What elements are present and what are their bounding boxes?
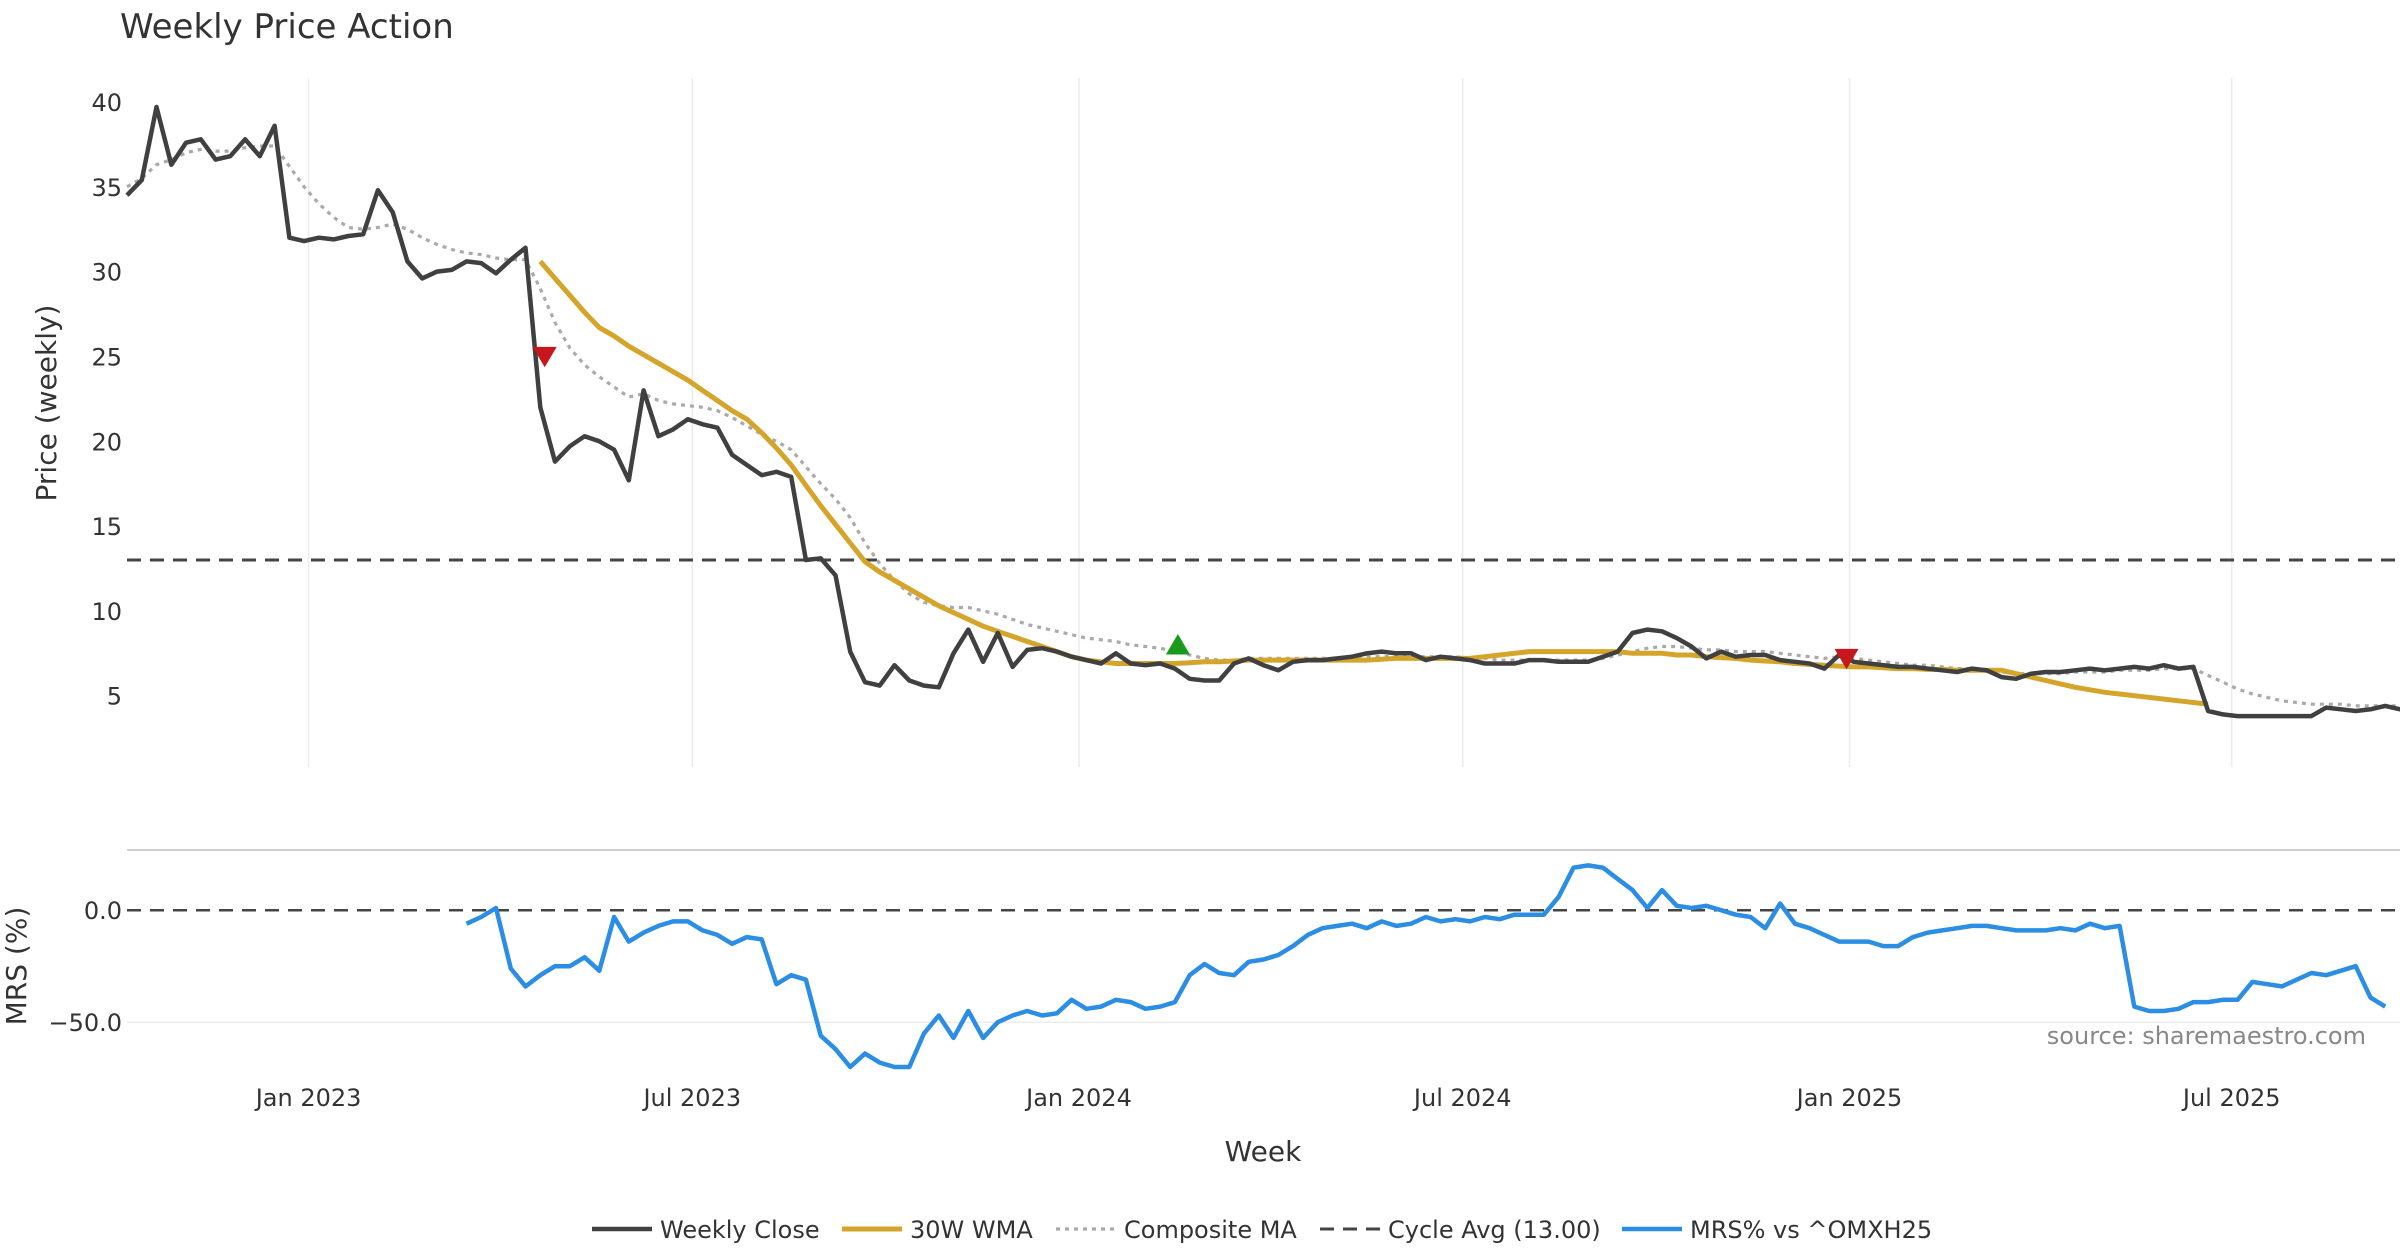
- legend-label-cycle-avg: Cycle Avg (13.00): [1388, 1216, 1601, 1244]
- price-panel: 5 10 15 20 25 30 35 40 Price (weekly): [30, 89, 2400, 719]
- composite-ma-line: [126, 144, 2400, 708]
- signal-markers: [532, 346, 1859, 670]
- mrs-tick-label: −50.0: [48, 1009, 122, 1037]
- legend-label-weekly-close: Weekly Close: [660, 1216, 820, 1244]
- sell-signal-marker: [1834, 648, 1859, 670]
- mrs-line: [465, 863, 2387, 1070]
- price-tick-label: 10: [91, 598, 122, 626]
- price-tick-label: 30: [91, 259, 122, 287]
- x-axis-title: Week: [1225, 1135, 1302, 1168]
- legend-item-weekly-close: Weekly Close: [592, 1216, 820, 1244]
- price-tick-label: 20: [91, 428, 122, 456]
- weekly-close-line: [125, 104, 2400, 719]
- legend-item-composite: Composite MA: [1056, 1216, 1297, 1244]
- buy-signal-marker: [1165, 634, 1190, 655]
- price-axis-title: Price (weekly): [30, 305, 63, 502]
- legend-item-cycle-avg: Cycle Avg (13.00): [1320, 1216, 1601, 1244]
- legend: Weekly Close 30W WMA Composite MA Cycle …: [592, 1216, 1932, 1244]
- x-tick-label: Jan 2024: [1024, 1084, 1132, 1112]
- legend-item-wma: 30W WMA: [842, 1216, 1033, 1244]
- price-tick-label: 15: [91, 513, 122, 541]
- mrs-axis: 0.0 −50.0: [48, 897, 122, 1037]
- mrs-panel: 0.0 −50.0 MRS (%) source: sharemaestro.co…: [0, 863, 2400, 1070]
- source-label: source: sharemaestro.com: [2047, 1022, 2366, 1050]
- price-tick-label: 40: [91, 89, 122, 117]
- price-tick-label: 35: [91, 174, 122, 202]
- chart-title: Weekly Price Action: [120, 7, 454, 47]
- legend-item-mrs: MRS% vs ^OMXH25: [1622, 1216, 1932, 1244]
- x-tick-label: Jan 2025: [1795, 1084, 1903, 1112]
- x-axis: Jan 2023 Jul 2023 Jan 2024 Jul 2024 Jan 2025…: [254, 1084, 2281, 1112]
- price-tick-label: 25: [91, 343, 122, 371]
- sell-signal-marker: [532, 346, 557, 368]
- x-tick-label: Jul 2025: [2181, 1084, 2281, 1112]
- x-tick-label: Jul 2023: [641, 1084, 741, 1112]
- legend-label-mrs: MRS% vs ^OMXH25: [1690, 1216, 1932, 1244]
- x-tick-label: Jul 2024: [1412, 1084, 1512, 1112]
- price-axis: 5 10 15 20 25 30 35 40: [91, 89, 122, 711]
- mrs-tick-label: 0.0: [84, 897, 122, 925]
- legend-label-wma: 30W WMA: [910, 1216, 1033, 1244]
- x-tick-label: Jan 2023: [254, 1084, 362, 1112]
- grid: [127, 78, 2400, 1023]
- mrs-axis-title: MRS (%): [0, 907, 33, 1026]
- legend-label-composite: Composite MA: [1124, 1216, 1297, 1244]
- price-tick-label: 5: [107, 683, 122, 711]
